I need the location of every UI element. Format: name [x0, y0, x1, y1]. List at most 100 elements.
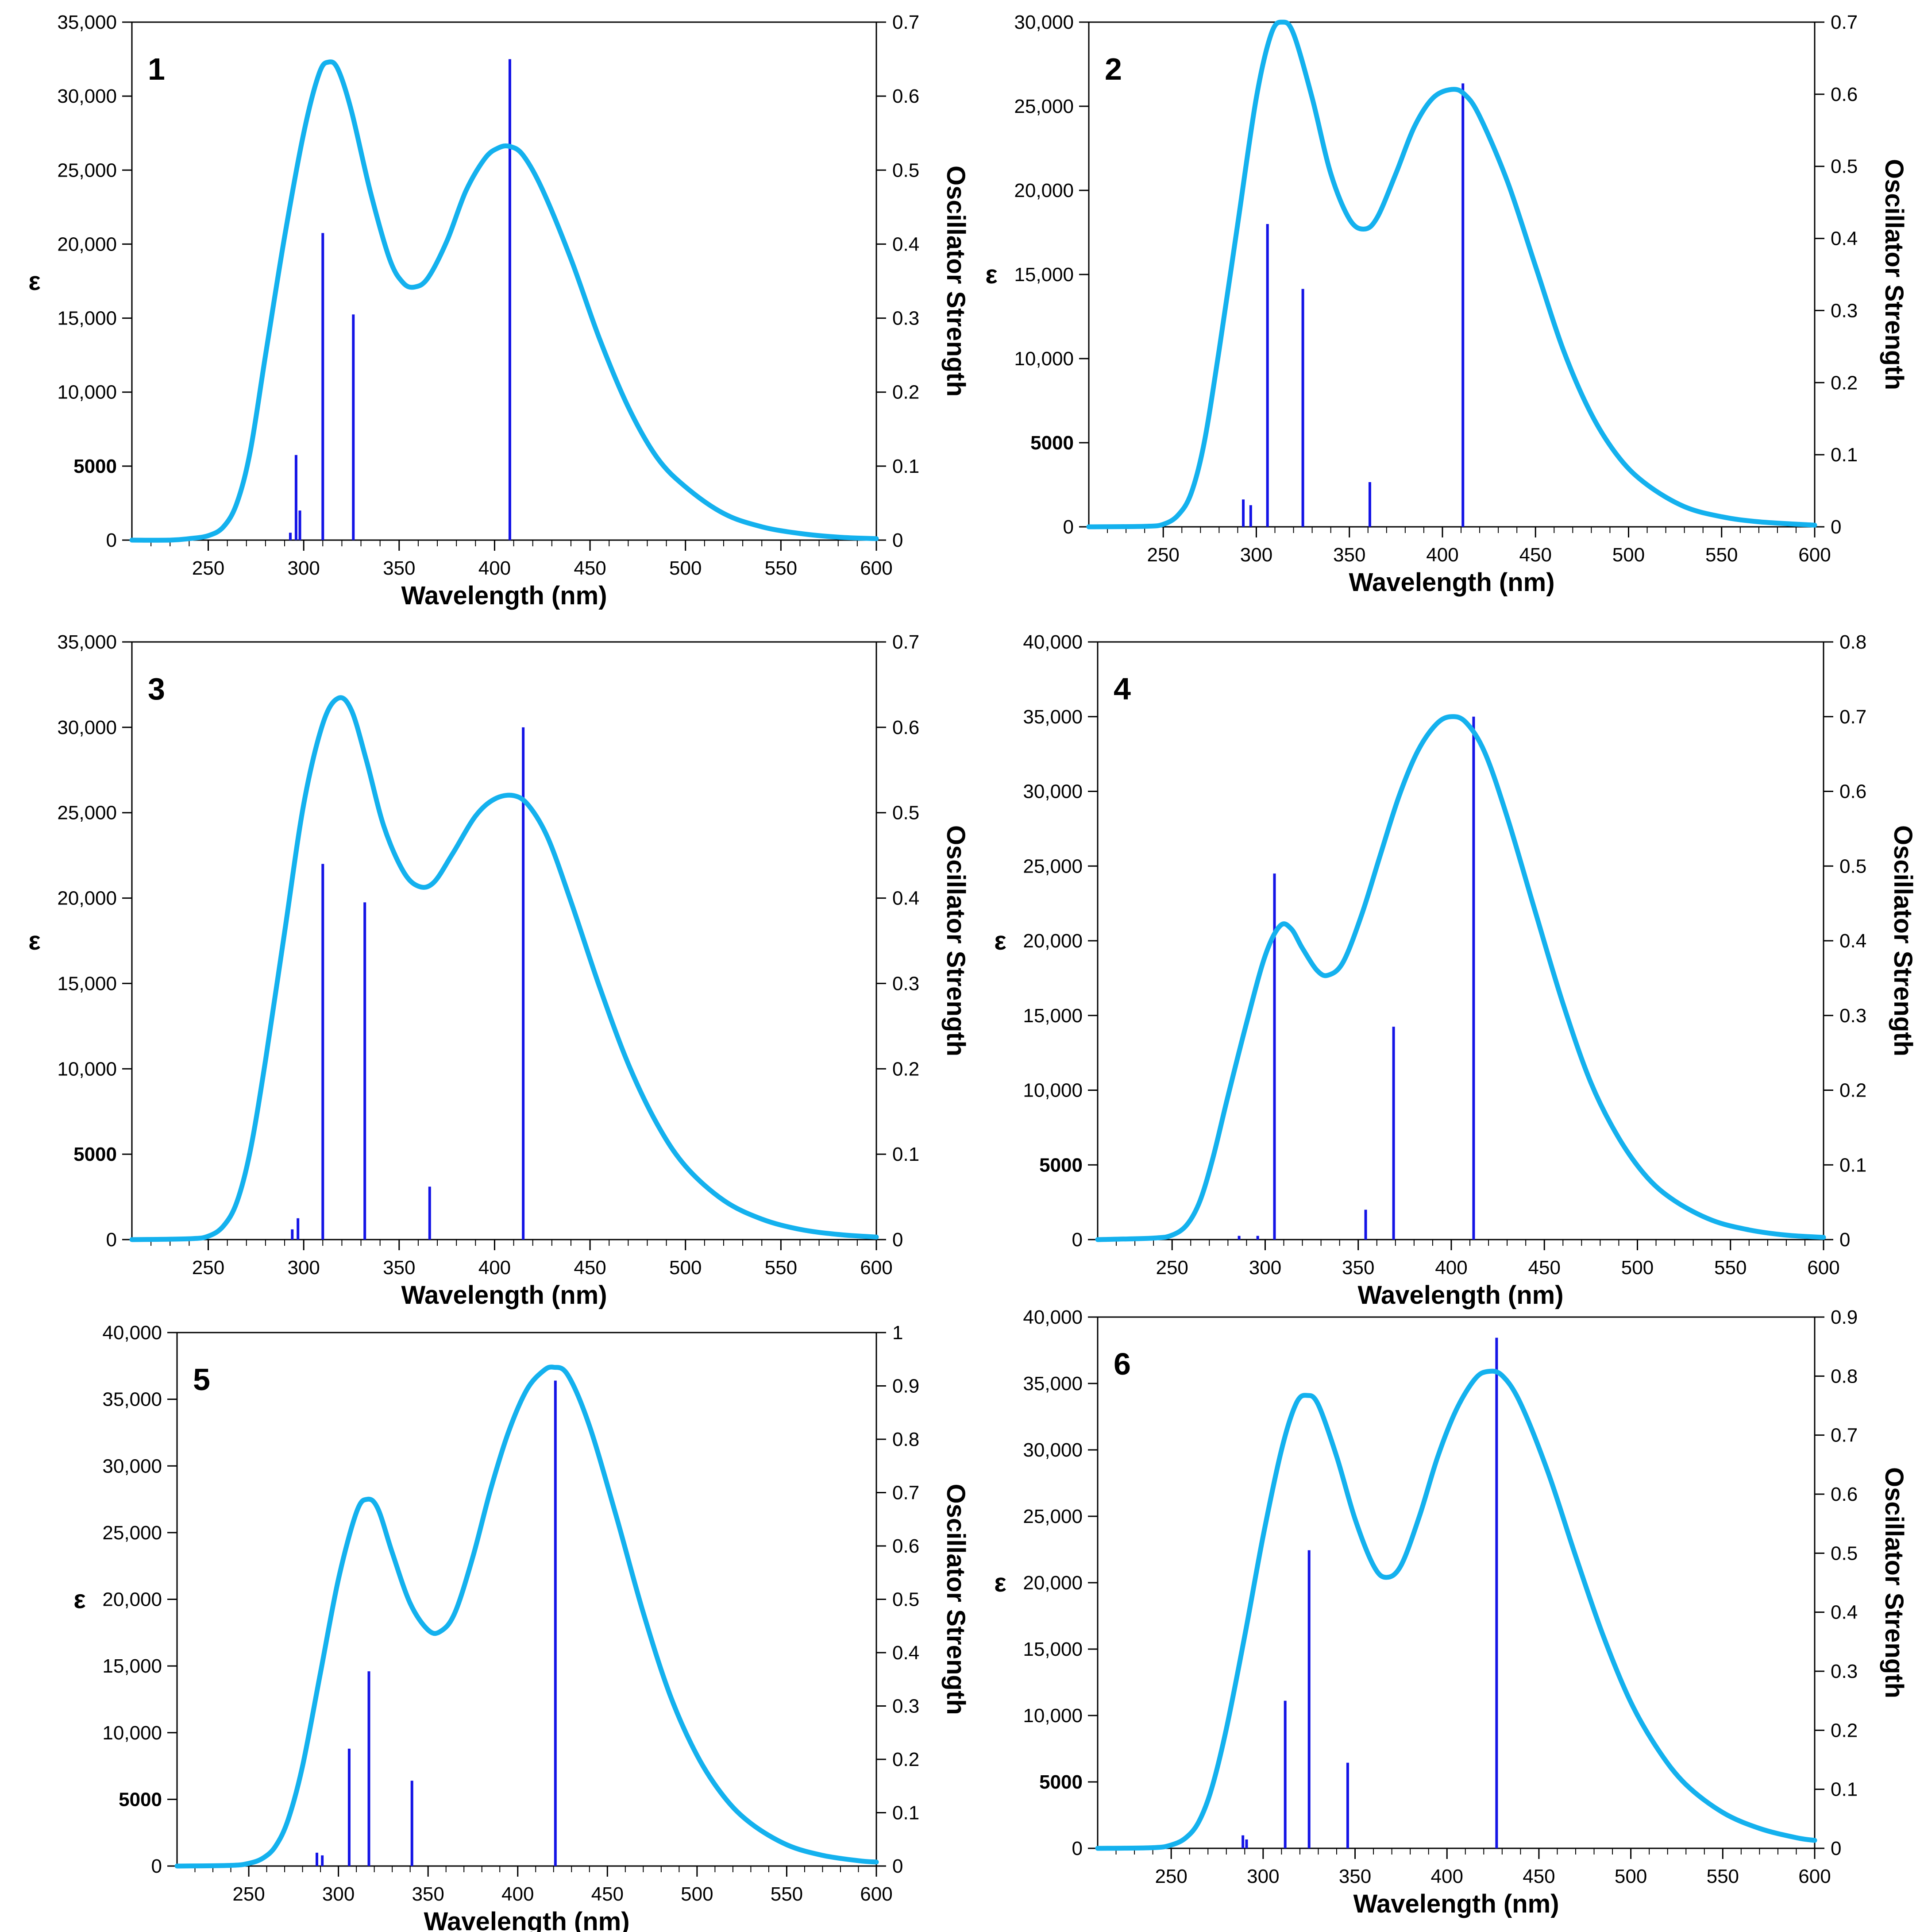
y-tick-label: 35,000	[1023, 706, 1083, 728]
x-tick-label: 350	[383, 557, 415, 579]
y2-tick-label: 0.4	[892, 888, 919, 909]
y-tick-label: 0	[1072, 1838, 1083, 1859]
y-axis-title: ε	[985, 260, 998, 289]
x-tick-label: 350	[1342, 1257, 1374, 1279]
plot-frame	[1097, 641, 1824, 1240]
y-tick-label: 25,000	[102, 1522, 162, 1544]
x-axis-title: Wavelength (nm)	[1349, 568, 1554, 597]
y2-tick-label: 0.7	[892, 1482, 919, 1504]
y2-tick-label: 0.3	[892, 973, 919, 994]
y2-tick-label: 0.5	[892, 802, 919, 824]
y2-tick-label: 0.6	[892, 85, 919, 107]
x-tick-label: 400	[478, 1257, 511, 1279]
y2-tick-label: 0.7	[1839, 706, 1866, 728]
y2-tick-label: 0.4	[1831, 228, 1858, 250]
y2-axis-title: Oscillator Strength	[941, 166, 970, 397]
y-tick-label: 30,000	[1023, 1439, 1083, 1461]
x-tick-label: 550	[1705, 544, 1738, 566]
y-tick-label: 5000	[73, 456, 117, 477]
x-tick-label: 300	[322, 1883, 355, 1905]
y2-tick-label: 0.2	[892, 382, 919, 403]
y-tick-label: 20,000	[1023, 930, 1083, 952]
y-tick-label: 25,000	[1014, 96, 1074, 117]
y2-tick-label: 0	[1839, 1229, 1850, 1251]
y-tick-label: 40,000	[1023, 631, 1083, 653]
absorption-spectrum-line	[129, 59, 879, 543]
y-tick-label: 30,000	[102, 1455, 162, 1477]
panel-label: 1	[148, 52, 165, 86]
x-tick-label: 350	[412, 1883, 444, 1905]
y2-tick-label: 0.1	[892, 456, 919, 477]
x-tick-label: 550	[765, 1257, 797, 1279]
y-tick-label: 35,000	[1023, 1373, 1083, 1395]
y2-tick-label: 0.3	[1831, 300, 1858, 321]
y2-tick-label: 0.5	[892, 159, 919, 181]
y-tick-label: 30,000	[57, 85, 117, 107]
y-tick-label: 5000	[119, 1789, 162, 1810]
x-tick-label: 550	[1714, 1257, 1747, 1279]
y-tick-label: 40,000	[1023, 1306, 1083, 1328]
x-tick-label: 400	[1431, 1866, 1463, 1887]
x-tick-label: 250	[192, 557, 224, 579]
y-tick-label: 10,000	[102, 1722, 162, 1744]
plot-frame	[131, 641, 877, 1240]
panel-label: 6	[1114, 1347, 1131, 1381]
x-tick-label: 550	[771, 1883, 803, 1905]
y2-tick-label: 0.2	[1831, 1719, 1858, 1741]
y2-tick-label: 0.2	[892, 1058, 919, 1080]
y2-tick-label: 0.5	[892, 1589, 919, 1611]
x-tick-label: 450	[591, 1883, 624, 1905]
y-tick-label: 0	[151, 1855, 162, 1877]
y-axis-title: ε	[28, 927, 41, 955]
y-tick-label: 5000	[73, 1144, 117, 1165]
y-tick-label: 15,000	[1014, 264, 1074, 286]
x-tick-label: 300	[287, 557, 320, 579]
panel-label: 5	[193, 1362, 210, 1397]
x-tick-label: 450	[574, 557, 606, 579]
x-tick-label: 500	[669, 557, 702, 579]
y2-tick-label: 0.7	[1831, 12, 1858, 33]
y2-tick-label: 0	[1831, 1838, 1841, 1859]
y-tick-label: 15,000	[57, 308, 117, 329]
x-tick-label: 600	[860, 1883, 892, 1905]
x-tick-label: 550	[1707, 1866, 1739, 1887]
y-tick-label: 25,000	[57, 159, 117, 181]
y-tick-label: 35,000	[57, 12, 117, 33]
x-tick-label: 600	[860, 1257, 892, 1279]
y-axis-title: ε	[994, 1569, 1006, 1597]
x-tick-label: 550	[765, 557, 797, 579]
y2-tick-label: 0	[892, 529, 903, 551]
y2-tick-label: 0.1	[892, 1144, 919, 1165]
y2-tick-label: 0.2	[1839, 1080, 1866, 1101]
spectrum-panel-6: 250 300 350 400 450 500 550 6000500010,00015,00…	[994, 1306, 1909, 1918]
x-tick-label: 250	[1147, 544, 1179, 566]
y-tick-label: 0	[1072, 1229, 1083, 1251]
y-tick-label: 15,000	[1023, 1005, 1083, 1027]
plot-frame	[1097, 1316, 1816, 1849]
y2-tick-label: 0.5	[1839, 855, 1866, 877]
y-axis-title: ε	[28, 267, 41, 296]
y2-axis-title: Oscillator Strength	[1880, 159, 1909, 390]
y2-tick-label: 0.8	[1831, 1365, 1858, 1387]
absorption-spectrum-line	[174, 1364, 879, 1869]
y-tick-label: 20,000	[1014, 180, 1074, 201]
x-axis-title: Wavelength (nm)	[1353, 1889, 1559, 1918]
x-tick-label: 500	[1621, 1257, 1654, 1279]
x-tick-label: 350	[1333, 544, 1365, 566]
y2-tick-label: 0.6	[892, 717, 919, 738]
y-tick-label: 10,000	[57, 1058, 117, 1080]
panel-label: 2	[1105, 52, 1122, 86]
y2-tick-label: 0.7	[892, 12, 919, 33]
y2-tick-label: 0.8	[892, 1429, 919, 1450]
y2-tick-label: 0.4	[1831, 1602, 1858, 1623]
x-tick-label: 400	[1426, 544, 1458, 566]
y2-tick-label: 0	[892, 1229, 903, 1251]
x-tick-label: 600	[1798, 544, 1831, 566]
x-tick-label: 300	[1249, 1257, 1281, 1279]
y-tick-label: 20,000	[57, 233, 117, 255]
spectrum-panel-5: 250 300 350 400 450 500 550 6000500010,00015,00…	[73, 1322, 970, 1932]
y2-tick-label: 0.3	[892, 308, 919, 329]
y2-tick-label: 0.5	[1831, 156, 1858, 178]
